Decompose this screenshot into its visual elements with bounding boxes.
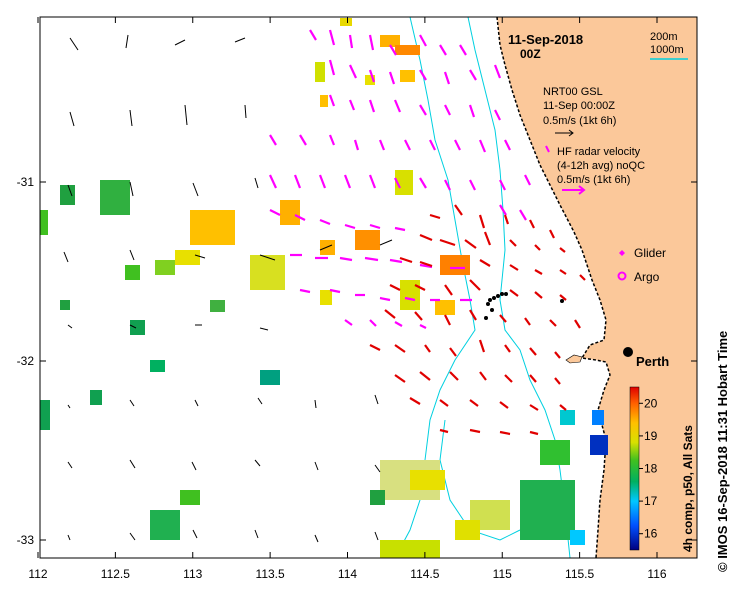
land-western-australia [497,17,697,558]
argo-legend-label: Argo [634,270,660,284]
y-tick-label: -33 [17,533,35,547]
colorbar-label: 4h comp, p50, All Sats [681,425,695,552]
depth-200m-label: 200m [650,31,678,43]
colorbar-tick-label: 18 [644,462,658,476]
hf-radar-arrows [269,29,531,329]
nrt-title: NRT00 GSL [543,86,603,98]
time-label: 00Z [520,47,541,61]
depth-legend: 200m 1000m [650,31,688,60]
y-tick-label: -32 [17,354,35,368]
x-tick-label: 115.5 [565,567,594,581]
x-axis: 112 112.5 113 113.5 114 114.5 115 115.5 116 [28,17,667,581]
y-axis: -31 -32 -33 [17,175,697,547]
x-tick-label: 112 [28,567,47,581]
colorbar-tick-label: 16 [644,527,658,541]
hf-subtitle: (4-12h avg) noQC [557,160,645,172]
y-tick-label: -31 [17,175,35,189]
nrt-time: 11-Sep 00:00Z [543,100,615,112]
credit-text: © IMOS 16-Sep-2018 11:31 Hobart Time [715,331,730,572]
sst-patches [40,18,608,558]
depth-1000m-label: 1000m [650,44,684,56]
rottnest-island [565,354,583,364]
x-tick-label: 116 [647,567,666,581]
hf-legend-small-arrow [545,145,550,153]
colorbar-tick-label: 19 [644,429,658,443]
hf-scale-arrow [562,185,586,195]
colorbar: 20 19 18 17 16 4h comp, p50, All Sats [629,386,695,552]
plot-frame [39,16,698,559]
colorbar-ticks: 20 19 18 17 16 [639,396,658,541]
glider-track [484,292,564,320]
nrt-scale: 0.5m/s (1kt 6h) [543,115,616,127]
argo-legend-icon [617,271,627,281]
x-tick-label: 115 [493,567,512,581]
perth-marker [623,347,633,357]
hf-title: HF radar velocity [557,146,641,158]
coastline [496,16,611,559]
contour-deep [439,419,521,541]
glider-legend-label: Glider [634,246,666,260]
colorbar-tick-label: 20 [644,396,658,410]
red-velocity-arrows [369,204,586,436]
x-tick-label: 114 [338,567,357,581]
nrt-velocity-arrows [63,34,393,543]
colorbar-ramp [629,386,640,551]
hf-scale: 0.5m/s (1kt 6h) [557,174,630,186]
x-tick-label: 113.5 [256,567,285,581]
velocity-legend: NRT00 GSL 11-Sep 00:00Z 0.5m/s (1kt 6h) … [543,86,645,195]
colorbar-tick-label: 17 [644,494,658,508]
nrt-scale-arrow [555,129,574,137]
x-tick-label: 114.5 [410,567,439,581]
x-tick-label: 112.5 [101,567,130,581]
x-tick-label: 113 [183,567,202,581]
glider-legend-icon [619,250,625,256]
perth-label: Perth [636,354,669,369]
date-label: 11-Sep-2018 [508,32,583,47]
platform-legend: Glider Argo [617,246,666,284]
